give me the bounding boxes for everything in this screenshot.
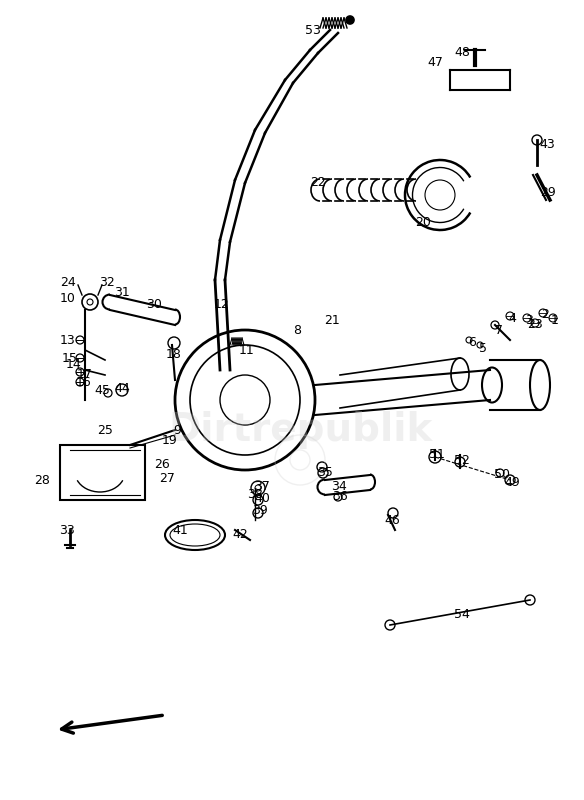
Text: 1: 1 bbox=[551, 314, 559, 326]
Text: 15: 15 bbox=[62, 351, 78, 365]
Text: 17: 17 bbox=[77, 369, 93, 382]
Text: 35: 35 bbox=[317, 466, 333, 479]
Text: 36: 36 bbox=[332, 490, 348, 503]
Text: 14: 14 bbox=[66, 358, 82, 371]
Text: 50: 50 bbox=[494, 469, 510, 482]
Text: 44: 44 bbox=[114, 382, 130, 394]
Text: 41: 41 bbox=[172, 523, 188, 537]
Text: 7: 7 bbox=[495, 323, 503, 337]
Text: 33: 33 bbox=[59, 523, 75, 537]
Text: 25: 25 bbox=[97, 423, 113, 437]
Text: 16: 16 bbox=[76, 377, 92, 390]
Text: 28: 28 bbox=[34, 474, 50, 486]
Text: Dirtrepublik: Dirtrepublik bbox=[168, 411, 432, 449]
Text: 29: 29 bbox=[540, 186, 556, 198]
Text: 13: 13 bbox=[60, 334, 76, 346]
Text: 30: 30 bbox=[146, 298, 162, 311]
Text: 46: 46 bbox=[384, 514, 400, 526]
Text: 19: 19 bbox=[162, 434, 178, 446]
Text: 10: 10 bbox=[60, 291, 76, 305]
Text: 6: 6 bbox=[468, 335, 476, 349]
Text: 12: 12 bbox=[214, 298, 230, 311]
Text: 52: 52 bbox=[454, 454, 470, 466]
Text: 18: 18 bbox=[166, 349, 182, 362]
Text: 8: 8 bbox=[293, 323, 301, 337]
Text: 37: 37 bbox=[254, 481, 270, 494]
Text: 53: 53 bbox=[305, 23, 321, 37]
Text: 48: 48 bbox=[454, 46, 470, 59]
Text: 32: 32 bbox=[99, 277, 115, 290]
Text: 9: 9 bbox=[173, 423, 181, 437]
Text: 22: 22 bbox=[310, 177, 326, 190]
Text: 47: 47 bbox=[427, 57, 443, 70]
Text: 3: 3 bbox=[525, 314, 533, 326]
Text: 20: 20 bbox=[415, 215, 431, 229]
Text: 27: 27 bbox=[159, 471, 175, 485]
Text: 39: 39 bbox=[252, 503, 268, 517]
Text: 40: 40 bbox=[254, 491, 270, 505]
Text: 21: 21 bbox=[324, 314, 340, 326]
Text: 45: 45 bbox=[94, 383, 110, 397]
Text: 4: 4 bbox=[508, 311, 516, 325]
Text: 24: 24 bbox=[60, 277, 76, 290]
Text: 31: 31 bbox=[114, 286, 130, 299]
Text: 2: 2 bbox=[541, 309, 549, 322]
Text: 5: 5 bbox=[479, 342, 487, 354]
Text: 26: 26 bbox=[154, 458, 170, 471]
Text: 34: 34 bbox=[331, 481, 347, 494]
Circle shape bbox=[346, 16, 354, 24]
Text: 51: 51 bbox=[429, 449, 445, 462]
Text: 43: 43 bbox=[539, 138, 555, 151]
Text: 11: 11 bbox=[239, 343, 255, 357]
Text: 42: 42 bbox=[232, 529, 248, 542]
Text: 38: 38 bbox=[247, 489, 263, 502]
Text: 54: 54 bbox=[454, 609, 470, 622]
Text: 23: 23 bbox=[527, 318, 543, 331]
Text: 49: 49 bbox=[504, 477, 520, 490]
